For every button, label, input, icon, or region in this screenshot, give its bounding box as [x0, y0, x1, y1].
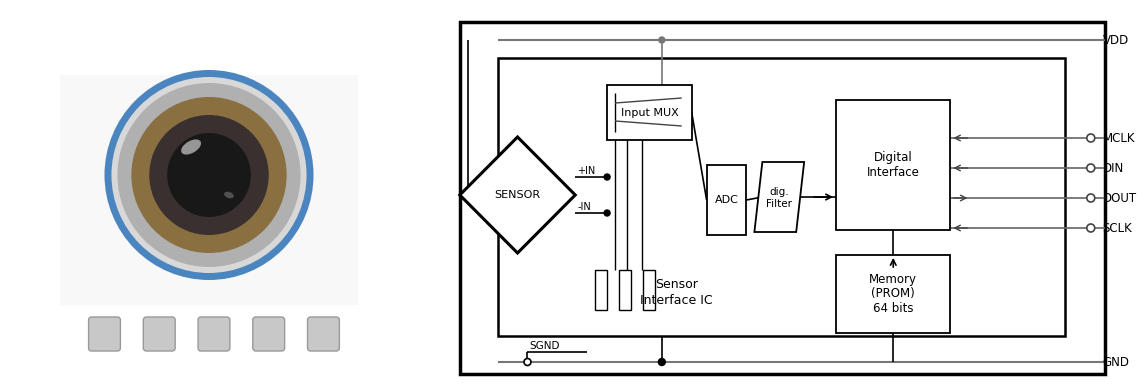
- Circle shape: [605, 174, 610, 180]
- Circle shape: [658, 358, 665, 365]
- Bar: [836, 100, 950, 230]
- Polygon shape: [755, 162, 804, 232]
- Text: TIPA: TIPA: [515, 291, 660, 349]
- Text: +IN: +IN: [577, 166, 595, 176]
- Text: Sensor: Sensor: [655, 278, 698, 291]
- Text: Filter: Filter: [766, 199, 792, 209]
- Text: SENSOR: SENSOR: [495, 190, 540, 200]
- Bar: [619, 270, 631, 310]
- Text: SGND: SGND: [529, 341, 560, 351]
- Bar: [595, 270, 607, 310]
- Ellipse shape: [181, 140, 202, 154]
- Circle shape: [1087, 134, 1095, 142]
- Circle shape: [167, 133, 251, 217]
- Bar: [460, 22, 1105, 374]
- Circle shape: [132, 97, 286, 253]
- Circle shape: [118, 83, 301, 267]
- Circle shape: [104, 70, 314, 280]
- Text: dig.: dig.: [769, 187, 789, 197]
- Circle shape: [605, 210, 610, 216]
- Circle shape: [658, 37, 665, 43]
- Text: Digital: Digital: [874, 151, 913, 163]
- Text: VDD: VDD: [1103, 34, 1129, 46]
- Text: (PROM): (PROM): [871, 287, 915, 301]
- Text: 64 bits: 64 bits: [872, 301, 914, 314]
- Text: ADC: ADC: [714, 195, 739, 205]
- Text: -IN: -IN: [577, 202, 591, 212]
- Text: SCLK: SCLK: [1103, 222, 1132, 234]
- Text: DIN: DIN: [1103, 161, 1124, 174]
- FancyBboxPatch shape: [198, 317, 230, 351]
- Circle shape: [1087, 224, 1095, 232]
- Bar: [643, 270, 655, 310]
- Bar: [498, 58, 1065, 336]
- FancyBboxPatch shape: [253, 317, 285, 351]
- Text: Interface: Interface: [867, 167, 919, 179]
- FancyBboxPatch shape: [88, 317, 120, 351]
- Text: Interface IC: Interface IC: [640, 294, 713, 307]
- Bar: [706, 165, 747, 235]
- Bar: [607, 85, 692, 140]
- Circle shape: [1087, 194, 1095, 202]
- FancyBboxPatch shape: [60, 75, 358, 305]
- Circle shape: [111, 77, 307, 273]
- FancyBboxPatch shape: [308, 317, 339, 351]
- Bar: [836, 255, 950, 333]
- Text: MCLK: MCLK: [1103, 131, 1135, 145]
- Text: DOUT: DOUT: [1103, 191, 1137, 204]
- Text: Input MUX: Input MUX: [621, 108, 678, 117]
- Text: GND: GND: [1103, 356, 1130, 369]
- Circle shape: [149, 115, 269, 235]
- Circle shape: [1087, 164, 1095, 172]
- Ellipse shape: [224, 192, 234, 198]
- Circle shape: [524, 358, 531, 365]
- Polygon shape: [460, 137, 575, 253]
- FancyBboxPatch shape: [143, 317, 175, 351]
- Text: Memory: Memory: [869, 273, 917, 287]
